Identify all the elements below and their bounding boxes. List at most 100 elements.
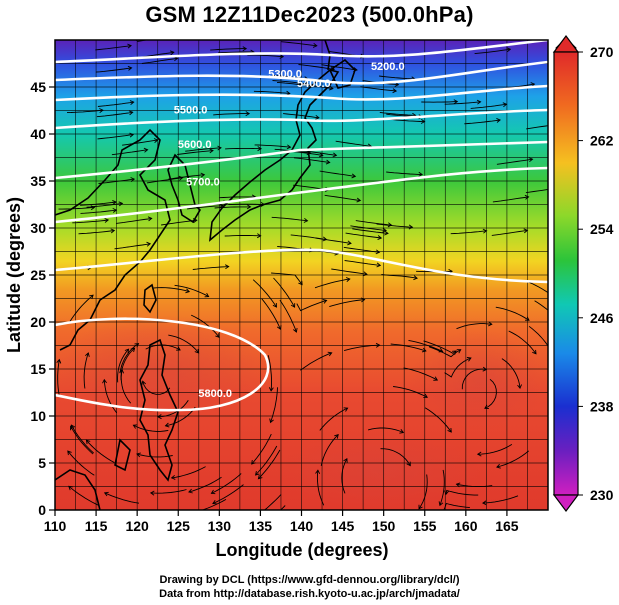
streamline [211,473,242,494]
streamline-arrow [286,144,292,150]
streamline [114,243,151,250]
streamline [381,274,418,279]
streamline-arrow [103,491,109,497]
streamline [171,466,206,479]
x-tick-label: 135 [249,518,273,534]
streamline-arrow [268,387,274,392]
streamline [367,427,404,433]
streamline [319,170,356,177]
streamline-arrow [130,177,136,182]
streamline-arrow [242,46,248,52]
streamline-arrow [329,85,334,91]
x-tick-label: 140 [290,518,314,534]
streamline-arrow [523,228,529,234]
streamline-arrow [456,349,462,354]
streamline [70,425,94,455]
streamline-arrow [312,42,318,48]
streamline [329,299,365,308]
streamline [98,178,135,184]
streamline-arrow [164,422,170,428]
streamline-arrow [476,99,482,105]
streamline-arrow [325,159,331,165]
streamline-arrow [118,201,124,207]
streamline-arrow [217,145,222,151]
streamline-arrow [549,349,553,353]
streamline [495,306,530,321]
colorbar-bottom-arrow [552,494,580,512]
streamline [136,453,173,458]
streamline-arrow [375,249,381,255]
streamline [168,334,199,354]
streamline [263,494,282,510]
streamline [492,196,529,203]
colorbar-body [553,51,579,496]
streamline [141,57,178,64]
contour-label: 5500.0 [174,104,208,116]
streamline-arrow [482,366,488,372]
streamline [491,229,528,236]
streamline [69,294,94,323]
streamline-arrow [143,147,149,153]
streamline [315,237,352,244]
streamline-arrow [327,351,333,357]
streamline-arrow [124,348,130,354]
streamline [341,458,348,494]
coastlines [55,40,356,510]
streamline-arrow [132,424,138,429]
streamline-arrow [257,146,262,152]
streamline [443,502,470,510]
streamline [496,158,533,165]
streamline-arrow [141,380,147,386]
streamline [185,147,222,152]
colorbar-label: 262 [590,133,614,149]
y-tick-label: 15 [30,361,46,377]
streamline [484,378,497,409]
streamline-arrow [102,378,107,384]
streamline [296,299,327,312]
streamline-arrow [484,404,489,410]
streamline-arrow [212,499,217,505]
streamline [258,449,281,480]
streamline [320,434,339,467]
streamline-arrow [392,88,398,94]
streamline [120,347,135,381]
streamline [58,206,95,210]
streamline-arrow [453,99,459,105]
streamline-arrow [413,275,418,281]
streamline [273,277,295,308]
streamline [300,352,332,371]
streamline-arrow [488,321,493,327]
warm-anomaly [410,330,548,430]
streamline-arrow [524,316,530,321]
streamline-arrow [421,347,427,353]
streamline [525,188,548,194]
colorbar-label: 238 [590,398,614,414]
streamline [97,101,134,107]
contour-label: 5700.0 [186,177,220,189]
streamline-arrow [127,65,133,71]
streamline-arrow [176,346,181,351]
streamline-arrow [315,469,321,475]
colorbar-label: 246 [590,310,614,326]
streamline [355,220,392,226]
streamline [78,230,115,235]
streamline-arrow [290,303,296,308]
streamline-arrow [185,288,191,294]
streamline-arrow [153,138,159,143]
streamline-arrow [496,117,501,123]
streamline-arrow [170,474,176,480]
contour-label: 5600.0 [178,139,212,151]
streamline-arrow [418,504,423,510]
streamline-arrow [345,277,351,282]
streamline [281,41,317,47]
streamline-arrow [210,489,216,495]
streamline [528,325,548,347]
streamline-arrow [423,393,428,399]
warm-anomaly [55,315,270,425]
streamline [352,228,389,234]
streamline-arrow [246,204,252,210]
x-tick-label: 150 [372,518,396,534]
streamline-arrow [332,152,338,158]
streamline-arrow [502,102,508,108]
